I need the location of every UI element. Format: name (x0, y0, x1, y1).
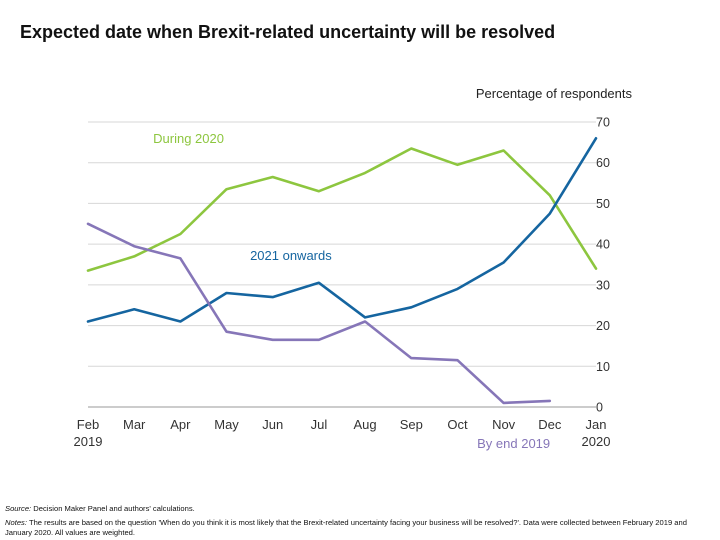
x-tick-year-label: 2019 (74, 434, 103, 449)
series-line-0 (86, 147, 598, 272)
notes-text: The results are based on the question 'W… (5, 518, 687, 537)
x-tick-label: Dec (538, 417, 562, 432)
x-tick-label: Oct (447, 417, 468, 432)
x-tick-year-label: 2020 (582, 434, 611, 449)
x-tick-label: Mar (123, 417, 146, 432)
source-text: Decision Maker Panel and authors' calcul… (33, 504, 195, 513)
x-tick-label: May (214, 417, 239, 432)
x-tick-label: Feb (77, 417, 99, 432)
chart-title: Expected date when Brexit-related uncert… (20, 22, 556, 42)
y-tick-label: 0 (596, 401, 603, 415)
y-tick-label: 40 (596, 238, 610, 252)
notes-label: Notes: (5, 518, 27, 527)
series-label: During 2020 (153, 131, 224, 146)
series-line-2 (86, 222, 552, 405)
series-label: By end 2019 (477, 436, 550, 451)
y-tick-label: 30 (596, 278, 610, 292)
x-tick-label: Apr (170, 417, 191, 432)
x-tick-label: Nov (492, 417, 516, 432)
x-tick-label: Jan (586, 417, 607, 432)
y-tick-label: 70 (596, 116, 610, 130)
axes: 0 10 20 30 40 50 60 70 Feb 2019 Mar Apr May Jun Jul Aug… (74, 116, 611, 450)
y-tick-label: 10 (596, 360, 610, 374)
series-lines (86, 137, 598, 405)
x-tick-label: Jun (262, 417, 283, 432)
x-tick-label: Aug (354, 417, 377, 432)
x-tick-label: Jul (311, 417, 328, 432)
y-tick-label: 20 (596, 319, 610, 333)
y-tick-label: 60 (596, 156, 610, 170)
source-label: Source: (5, 504, 32, 513)
source-note: Source: Decision Maker Panel and authors… (5, 504, 713, 514)
x-tick-label: Sep (400, 417, 423, 432)
series-line-1 (86, 137, 598, 323)
series-label: 2021 onwards (250, 248, 332, 263)
y-axis-unit-label: Percentage of respondents (475, 86, 632, 101)
series-labels: During 2020 2021 onwards By end 2019 (153, 131, 550, 451)
y-tick-label: 50 (596, 197, 610, 211)
notes-note: Notes: The results are based on the ques… (5, 518, 713, 538)
